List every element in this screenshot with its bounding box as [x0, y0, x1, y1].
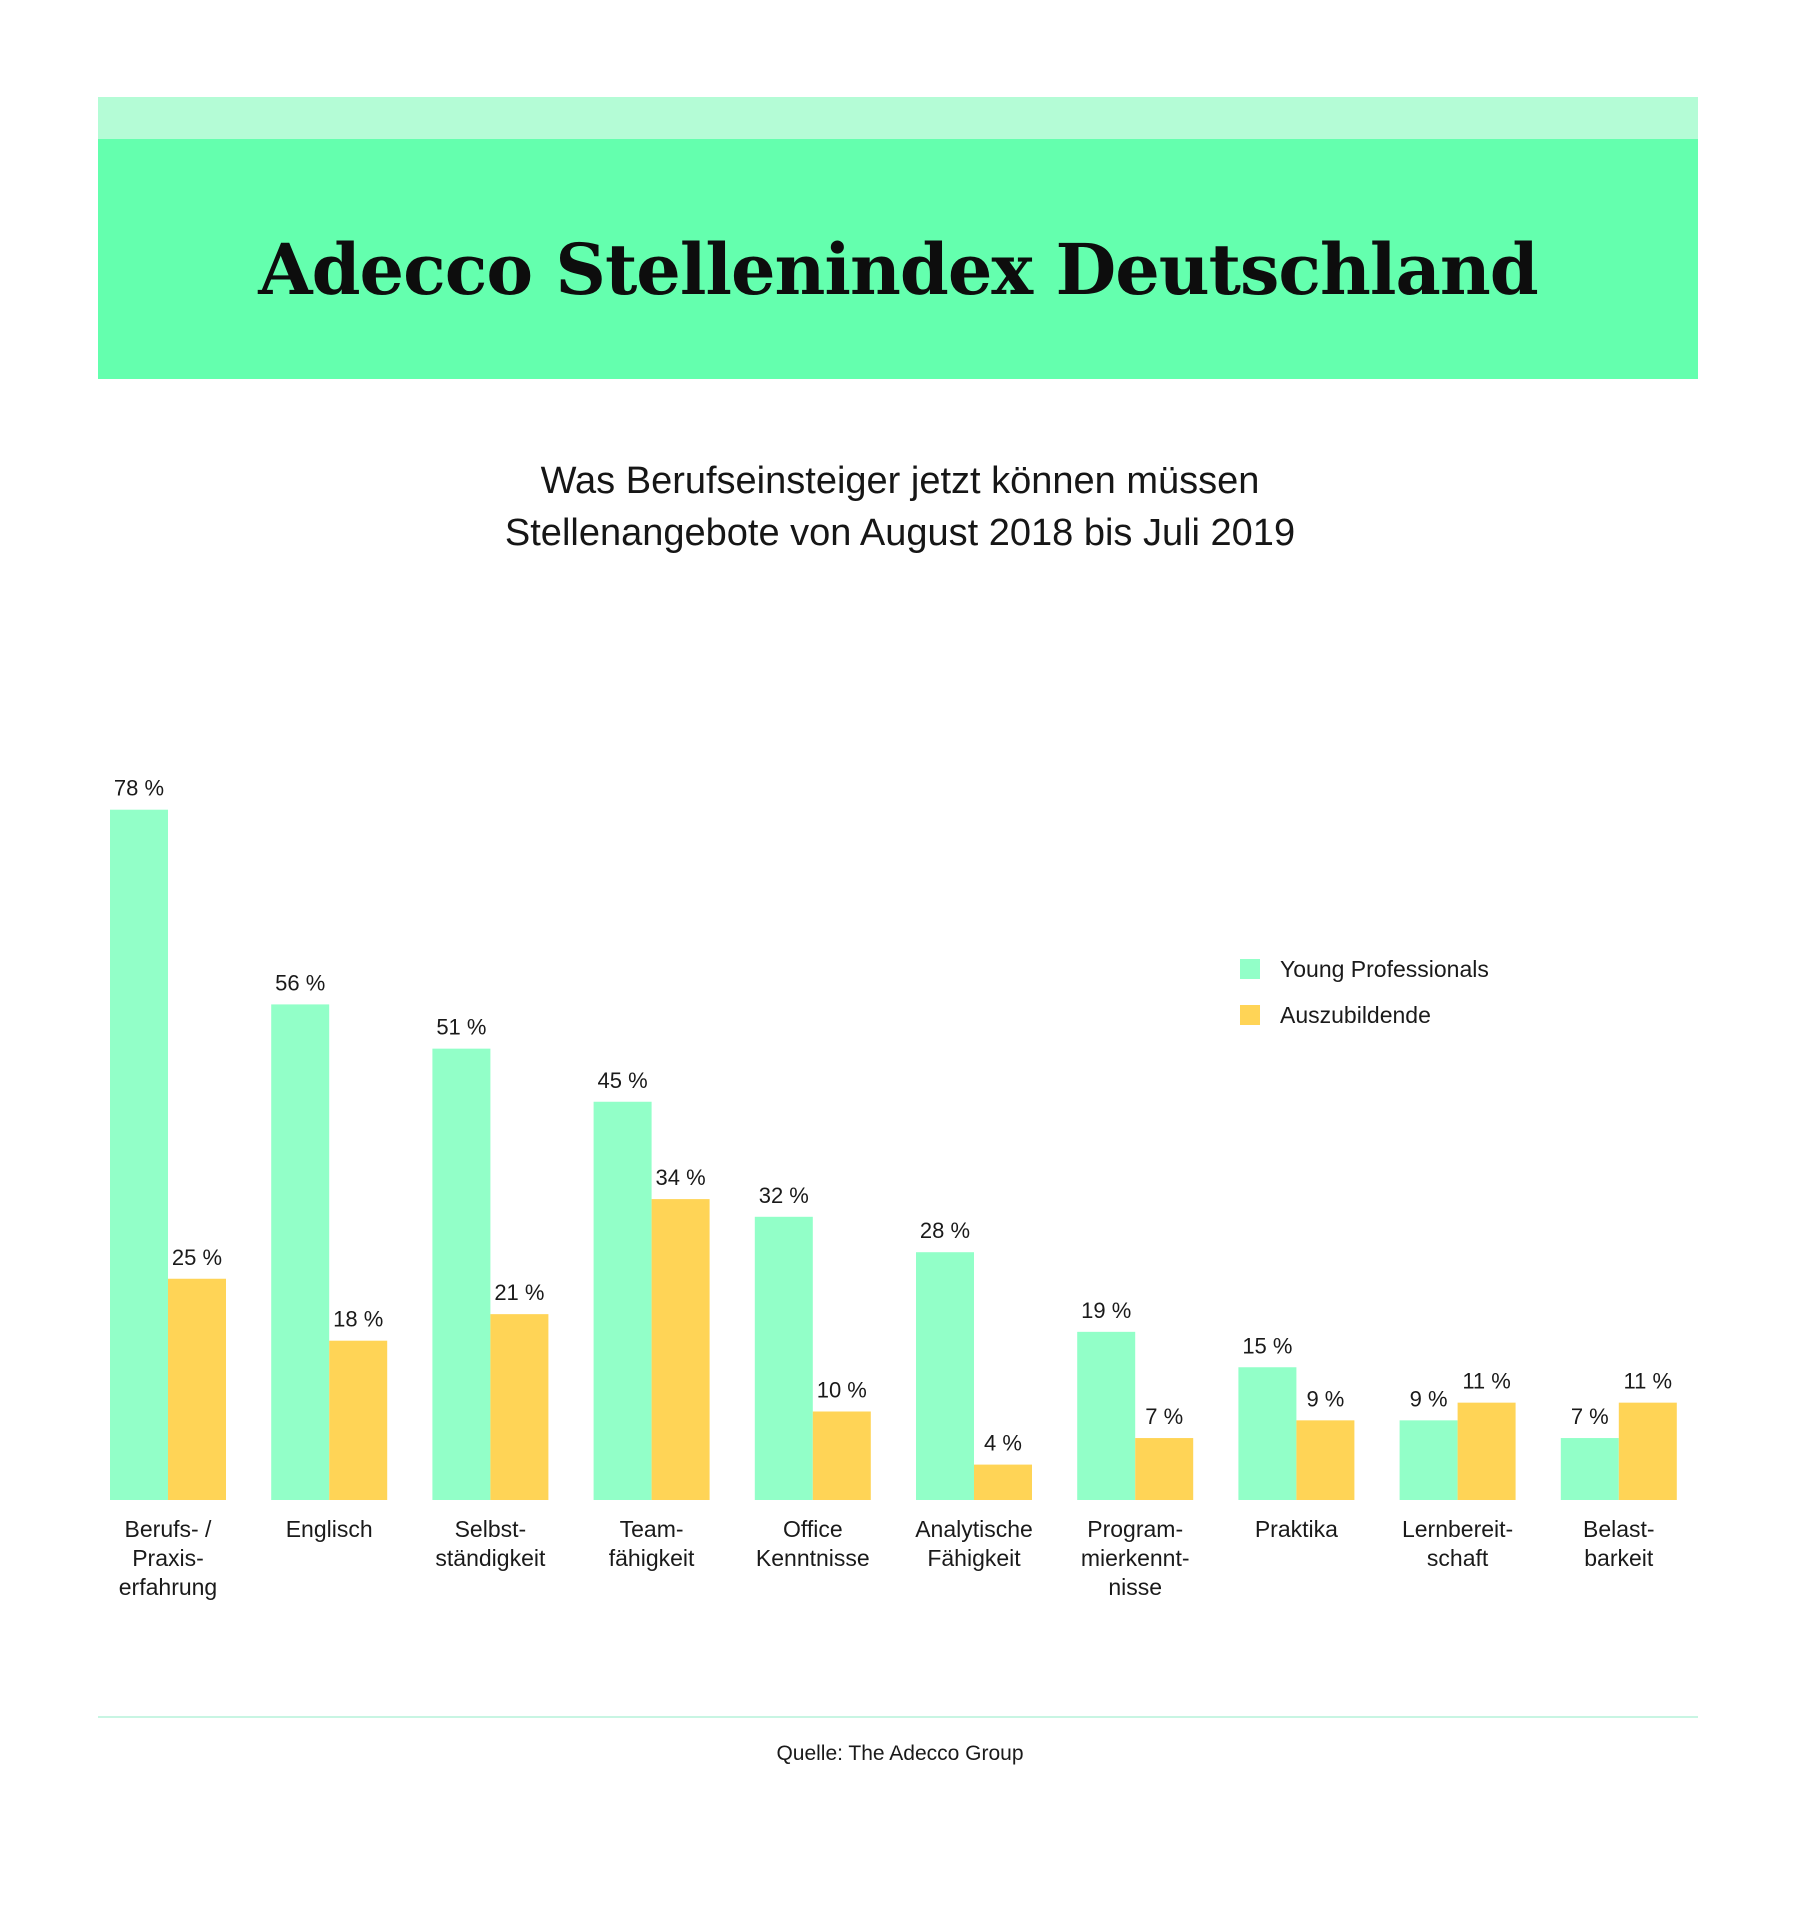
value-label-young-professionals-5: 28 % [920, 1218, 970, 1243]
category-label-1-0: Englisch [286, 1516, 373, 1542]
value-label-auszubildende-7: 9 % [1306, 1386, 1344, 1411]
value-label-auszubildende-6: 7 % [1145, 1404, 1183, 1429]
bar-auszubildende-6 [1135, 1438, 1194, 1500]
category-label-7-0: Praktika [1255, 1516, 1338, 1542]
category-label-9-1: barkeit [1584, 1545, 1654, 1571]
chart-subtitle-line-2: Stellenangebote von August 2018 bis Juli… [504, 512, 1296, 554]
value-label-young-professionals-1: 56 % [275, 970, 325, 995]
category-label-6-2: nisse [1108, 1574, 1162, 1600]
category-label-6-0: Program- [1087, 1516, 1183, 1542]
category-label-5-0: Analytische [915, 1516, 1033, 1542]
chart-legend: Young Professionals Auszubildende [1240, 946, 1489, 1038]
value-label-young-professionals-7: 15 % [1242, 1333, 1292, 1358]
source-note: Quelle: The Adecco Group [776, 1742, 1024, 1765]
bar-auszubildende-5 [974, 1464, 1032, 1500]
value-label-young-professionals-2: 51 % [436, 1015, 486, 1040]
category-label-4-0: Office [783, 1516, 843, 1542]
header-banner-accent [98, 97, 1698, 139]
value-label-young-professionals-6: 19 % [1081, 1298, 1131, 1323]
footer-divider [98, 1716, 1698, 1718]
value-label-auszubildende-3: 34 % [656, 1165, 706, 1190]
legend-swatch-young-professionals [1240, 959, 1260, 979]
bar-young-professionals-8 [1399, 1420, 1458, 1500]
bar-auszubildende-4 [812, 1411, 871, 1500]
value-label-young-professionals-4: 32 % [759, 1183, 809, 1208]
value-label-auszubildende-9: 11 % [1624, 1369, 1673, 1394]
category-label-2-1: ständigkeit [435, 1545, 546, 1571]
legend-label-young-professionals: Young Professionals [1280, 955, 1489, 982]
value-label-auszubildende-8: 11 % [1462, 1369, 1511, 1394]
bar-young-professionals-4 [754, 1216, 813, 1500]
category-label-6-1: mierkennt- [1081, 1545, 1190, 1571]
category-label-8-0: Lernbereit- [1402, 1516, 1513, 1542]
value-label-auszubildende-2: 21 % [494, 1280, 544, 1305]
bar-young-professionals-9 [1560, 1438, 1619, 1500]
bar-young-professionals-0 [110, 809, 168, 1500]
bar-auszubildende-1 [329, 1340, 388, 1500]
bar-auszubildende-0 [168, 1278, 226, 1500]
legend-swatch-auszubildende [1240, 1005, 1260, 1025]
category-label-9-0: Belast- [1583, 1516, 1655, 1542]
page-title: Adecco Stellenindex Deutschland [258, 227, 1538, 311]
bar-auszubildende-9 [1618, 1402, 1677, 1500]
value-label-auszubildende-0: 25 % [172, 1245, 222, 1270]
bar-young-professionals-3 [593, 1101, 652, 1500]
category-label-5-1: Fähigkeit [927, 1545, 1021, 1571]
bar-young-professionals-5 [916, 1252, 974, 1500]
category-label-8-1: schaft [1427, 1545, 1489, 1571]
bar-chart: 78 % 25 % Berufs- / Praxis-erfahrung 56 % 18 … [110, 776, 1677, 1600]
value-label-young-professionals-9: 7 % [1571, 1404, 1609, 1429]
value-label-young-professionals-0: 78 % [114, 776, 164, 801]
bar-auszubildende-8 [1457, 1402, 1516, 1500]
legend-label-auszubildende: Auszubildende [1280, 1001, 1431, 1028]
chart-subtitle-line-1: Was Berufseinsteiger jetzt können müssen [540, 460, 1260, 502]
bar-young-professionals-6 [1077, 1331, 1136, 1500]
category-label-0-0: Berufs- / [125, 1516, 213, 1542]
bar-young-professionals-7 [1238, 1367, 1297, 1500]
legend-item-auszubildende: Auszubildende [1240, 992, 1489, 1038]
value-label-young-professionals-8: 9 % [1410, 1386, 1448, 1411]
bar-auszubildende-7 [1296, 1420, 1355, 1500]
bar-young-professionals-1 [271, 1004, 330, 1500]
category-label-3-1: fähigkeit [609, 1545, 695, 1571]
category-label-4-1: Kenntnisse [756, 1545, 870, 1571]
bar-auszubildende-3 [651, 1199, 710, 1500]
value-label-auszubildende-4: 10 % [817, 1378, 867, 1403]
category-label-0-2: erfahrung [119, 1574, 217, 1600]
value-label-young-professionals-3: 45 % [598, 1068, 648, 1093]
bar-young-professionals-2 [432, 1048, 491, 1500]
legend-item-young-professionals: Young Professionals [1240, 946, 1489, 992]
category-label-2-0: Selbst- [455, 1516, 527, 1542]
category-label-0-1: Praxis- [132, 1545, 204, 1571]
header-banner: Adecco Stellenindex Deutschland [98, 139, 1698, 379]
bar-auszubildende-2 [490, 1314, 549, 1500]
category-label-3-0: Team- [620, 1516, 684, 1542]
value-label-auszubildende-5: 4 % [984, 1431, 1022, 1456]
value-label-auszubildende-1: 18 % [333, 1307, 383, 1332]
